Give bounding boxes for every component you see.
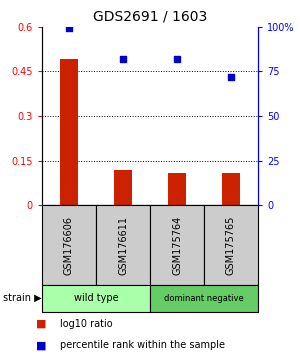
Point [229,74,233,79]
Text: GSM176611: GSM176611 [118,216,128,275]
Bar [60,59,79,205]
Point [175,56,179,62]
Text: dominant negative: dominant negative [164,294,244,303]
Text: percentile rank within the sample: percentile rank within the sample [60,340,225,350]
Point [121,56,125,62]
Bar [168,172,187,205]
Text: log10 ratio: log10 ratio [60,319,112,329]
Point [67,25,71,31]
Text: GSM175765: GSM175765 [226,216,236,275]
Bar [222,172,241,205]
Text: wild type: wild type [74,293,118,303]
Title: GDS2691 / 1603: GDS2691 / 1603 [93,10,207,24]
Text: ■: ■ [36,340,46,350]
Text: GSM176606: GSM176606 [64,216,74,275]
Text: ■: ■ [36,319,46,329]
Text: strain ▶: strain ▶ [3,293,42,303]
Bar [114,170,133,205]
Text: GSM175764: GSM175764 [172,216,182,275]
